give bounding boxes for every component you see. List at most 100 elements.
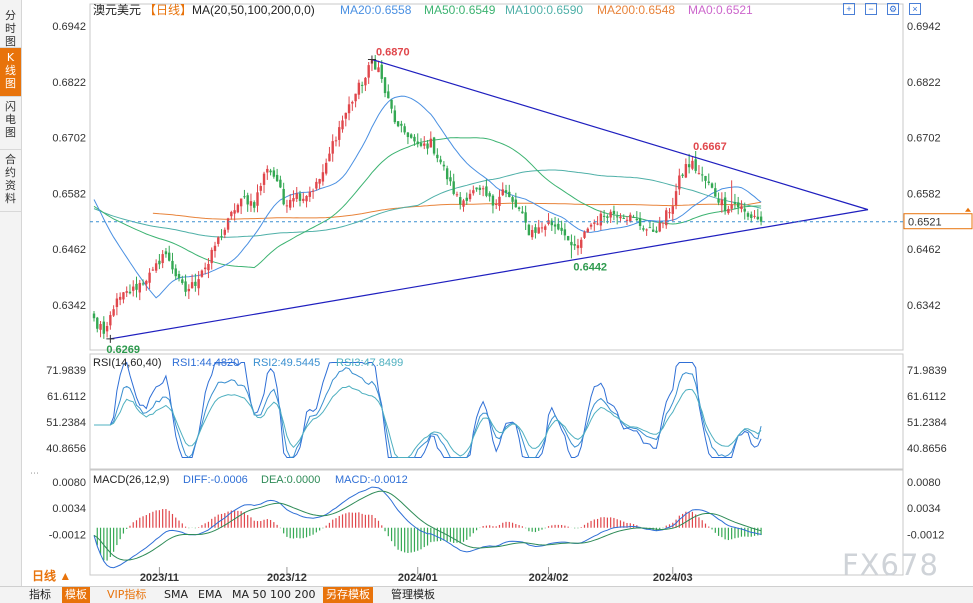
candle-body	[282, 188, 285, 205]
macd-y-tick-left: 0.0080	[52, 477, 86, 489]
main-panel-frame	[89, 3, 904, 351]
zoom-out-icon[interactable]: −	[865, 3, 877, 15]
candle-body	[687, 164, 691, 168]
candle-body	[181, 279, 184, 283]
candle-body	[328, 153, 331, 162]
indicator-button[interactable]: 指标	[29, 588, 51, 601]
ma-legend-item: MA0:0.6521	[688, 3, 753, 17]
candle-body	[177, 274, 181, 279]
candle-body	[537, 227, 540, 234]
candle-body	[262, 173, 266, 185]
candle-body	[707, 181, 710, 184]
macd-diff-line	[93, 486, 762, 569]
candle-body	[612, 210, 616, 215]
rsi-legend-item: RSI1:44.4820	[172, 357, 239, 369]
candle-body	[759, 216, 763, 222]
candle-body	[720, 199, 724, 206]
period-tag: 【日线】	[144, 3, 192, 17]
candle-body	[187, 288, 191, 292]
candle-body	[498, 196, 501, 207]
rsi-y-tick-left: 71.9839	[46, 365, 86, 377]
candle-body	[638, 218, 642, 226]
rsi-y-tick-left: 61.6112	[47, 391, 86, 403]
candle-body	[292, 198, 295, 202]
tab-kline[interactable]: K线图	[0, 48, 21, 97]
ma-50-100-200-button[interactable]: MA 50 100 200	[232, 588, 316, 601]
high-marker	[367, 55, 376, 64]
candle-body	[642, 228, 645, 230]
candle-body	[442, 164, 446, 167]
candle-body	[527, 224, 531, 236]
macd-y-tick-left: 0.0034	[52, 503, 86, 515]
close-icon[interactable]: ×	[909, 3, 921, 15]
candle-body	[161, 254, 164, 264]
resistance-trendline	[371, 58, 869, 211]
y-tick-right: 0.6822	[907, 77, 941, 89]
candle-body	[449, 177, 452, 182]
period-selector[interactable]: 日线 ▲	[32, 569, 72, 583]
macd-legend-item: MACD:-0.0012	[335, 474, 408, 486]
candle-body	[521, 211, 524, 214]
candle-body	[354, 93, 357, 102]
ema-button[interactable]: EMA	[198, 588, 222, 601]
candle-body	[544, 226, 547, 230]
candle-body	[485, 186, 488, 196]
candle-body	[360, 84, 364, 86]
candle-body	[553, 224, 557, 227]
candle-body	[246, 195, 249, 205]
candle-body	[710, 183, 714, 188]
tab-contract-info[interactable]: 合约资料	[0, 150, 21, 212]
candle-body	[220, 236, 223, 238]
ma100-line	[93, 169, 762, 238]
chart-canvas[interactable]: 0.6870 0.6269 0.6442 0.6667 0.6942 0.6942 0.6…	[0, 0, 973, 586]
manage-template-button[interactable]: 管理模板	[391, 588, 435, 601]
macd-panel-frame	[89, 468, 904, 576]
candle-body	[145, 280, 148, 285]
candle-body	[622, 217, 625, 219]
candle-body	[387, 91, 390, 99]
candle-body	[550, 220, 553, 226]
candle-body	[472, 190, 475, 194]
rsi-y-tick-right: 61.6112	[907, 391, 946, 403]
template-button[interactable]: 模板	[62, 587, 90, 603]
candle-body	[436, 154, 439, 159]
support-trendline	[110, 209, 869, 340]
candle-body	[331, 141, 334, 154]
candle-body	[259, 186, 262, 191]
rsi-y-tick-left: 40.8656	[46, 443, 86, 455]
candle-body	[158, 260, 161, 265]
rsi-y-tick-right: 40.8656	[907, 443, 947, 455]
last-price-arrow-icon	[965, 207, 971, 212]
candle-body	[495, 203, 498, 205]
candle-body	[341, 120, 344, 130]
candle-body	[174, 268, 177, 277]
left-tabbar: 分时图 K线图 闪电图 合约资料	[0, 0, 22, 586]
mid-low-label: 0.6442	[573, 261, 607, 273]
candle-body	[557, 223, 560, 230]
candle-body	[606, 216, 609, 218]
candle-body	[321, 172, 325, 182]
candle-body	[530, 229, 534, 238]
candle-body	[239, 198, 243, 207]
candle-body	[141, 283, 145, 285]
vip-indicator-button[interactable]: VIP指标	[107, 588, 147, 601]
rsi1-line	[94, 361, 762, 458]
sma-button[interactable]: SMA	[164, 588, 188, 601]
tab-flash-chart[interactable]: 闪电图	[0, 97, 21, 150]
candle-body	[393, 110, 397, 123]
zoom-in-icon[interactable]: +	[843, 3, 855, 15]
settings-icon[interactable]: ⚙	[887, 3, 899, 15]
candle-body	[210, 249, 213, 264]
rsi-y-tick-right: 51.2384	[907, 417, 947, 429]
save-template-button[interactable]: 另存模板	[323, 587, 373, 603]
rsi-title: RSI(14,60,40)	[93, 357, 161, 369]
candle-body	[445, 168, 449, 180]
candle-body	[651, 229, 655, 232]
candle-body	[629, 214, 632, 222]
candle-body	[756, 216, 760, 220]
candle-body	[475, 187, 478, 190]
tab-time-sharing[interactable]: 分时图	[0, 6, 21, 48]
candle-body	[102, 321, 106, 334]
candle-body	[217, 237, 220, 244]
candle-body	[560, 227, 563, 231]
